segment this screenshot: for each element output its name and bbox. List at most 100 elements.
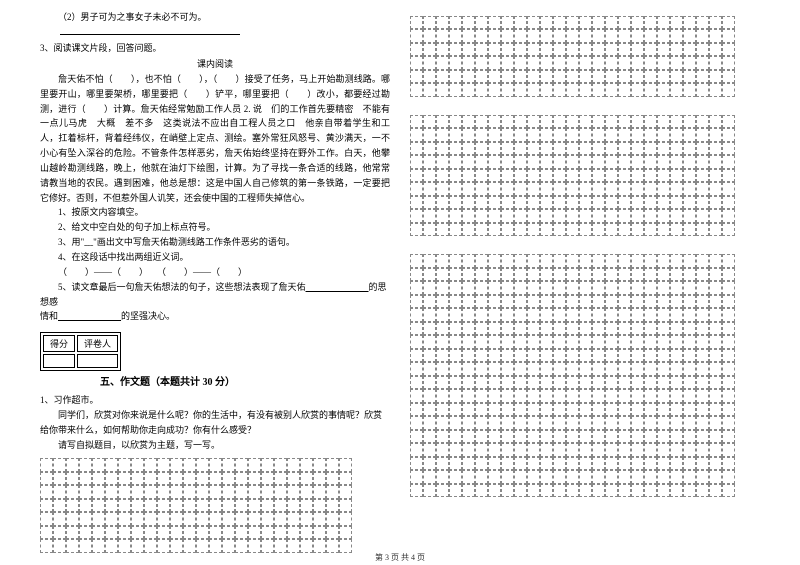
grid-cell bbox=[170, 526, 184, 540]
q3-sub5-blank2 bbox=[58, 311, 121, 321]
grid-row bbox=[410, 471, 770, 485]
grid-cell bbox=[196, 526, 210, 540]
grid-cell bbox=[618, 268, 632, 282]
grid-cell bbox=[579, 16, 593, 30]
grid-cell bbox=[222, 539, 236, 553]
grid-row bbox=[410, 255, 770, 269]
grid-cell bbox=[644, 416, 658, 430]
grid-cell bbox=[475, 484, 489, 498]
grid-cell bbox=[183, 526, 197, 540]
grid-cell bbox=[475, 254, 489, 268]
grid-cell bbox=[274, 472, 288, 486]
grid-row bbox=[40, 499, 390, 513]
grid-cell bbox=[527, 254, 541, 268]
grid-cell bbox=[618, 43, 632, 57]
grid-cell bbox=[579, 223, 593, 237]
grid-cell bbox=[475, 43, 489, 57]
grid-cell bbox=[475, 376, 489, 390]
grid-cell bbox=[235, 512, 249, 526]
q2-item-text: （2）男子可为之事女子未必不可为。 bbox=[40, 10, 390, 25]
grid-cell bbox=[722, 389, 736, 403]
grid-cell bbox=[287, 472, 301, 486]
grid-cell bbox=[423, 470, 437, 484]
grid-cell bbox=[631, 128, 645, 142]
grid-cell bbox=[462, 56, 476, 70]
grid-cell bbox=[670, 56, 684, 70]
grid-cell bbox=[566, 430, 580, 444]
grid-cell bbox=[462, 403, 476, 417]
grid-cell bbox=[696, 335, 710, 349]
grid-cell bbox=[709, 155, 723, 169]
grid-cell bbox=[410, 155, 424, 169]
grid-cell bbox=[449, 430, 463, 444]
grid-cell bbox=[631, 443, 645, 457]
grid-cell bbox=[605, 29, 619, 43]
grid-cell bbox=[410, 281, 424, 295]
grid-cell bbox=[157, 526, 171, 540]
grid-cell bbox=[274, 499, 288, 513]
grid-cell bbox=[475, 209, 489, 223]
grid-cell bbox=[540, 43, 554, 57]
grid-cell bbox=[683, 416, 697, 430]
grid-cell bbox=[579, 83, 593, 97]
grid-cell bbox=[222, 526, 236, 540]
grid-cell bbox=[462, 308, 476, 322]
grid-cell bbox=[53, 512, 67, 526]
grid-cell bbox=[313, 485, 327, 499]
grid-cell bbox=[553, 470, 567, 484]
grid-cell bbox=[449, 16, 463, 30]
grid-cell bbox=[657, 416, 671, 430]
grid-cell bbox=[553, 142, 567, 156]
grid-cell bbox=[423, 223, 437, 237]
grid-cell bbox=[553, 196, 567, 210]
grid-cell bbox=[66, 539, 80, 553]
grid-cell bbox=[657, 403, 671, 417]
grid-cell bbox=[235, 458, 249, 472]
grid-cell bbox=[514, 484, 528, 498]
grid-cell bbox=[514, 169, 528, 183]
grid-cell bbox=[579, 335, 593, 349]
page-container: （2）男子可为之事女子未必不可为。 3、阅读课文片段，回答问题。 课内阅读 詹天… bbox=[0, 0, 800, 540]
grid-cell bbox=[326, 512, 340, 526]
grid-cell bbox=[118, 458, 132, 472]
grid-cell bbox=[423, 376, 437, 390]
grid-cell bbox=[462, 389, 476, 403]
grid-cell bbox=[631, 470, 645, 484]
grid-row bbox=[40, 513, 390, 527]
grid-cell bbox=[670, 43, 684, 57]
grid-cell bbox=[605, 115, 619, 129]
grid-cell bbox=[566, 155, 580, 169]
grid-cell bbox=[709, 335, 723, 349]
grid-cell bbox=[605, 416, 619, 430]
grid-cell bbox=[696, 209, 710, 223]
q3-sub1: 1、按原文内容填空。 bbox=[40, 205, 390, 220]
grid-cell bbox=[605, 268, 619, 282]
grid-cell bbox=[709, 362, 723, 376]
grid-cell bbox=[566, 169, 580, 183]
grid-cell bbox=[514, 362, 528, 376]
grid-cell bbox=[592, 83, 606, 97]
grid-cell bbox=[313, 539, 327, 553]
grid-row bbox=[410, 169, 770, 183]
grid-cell bbox=[566, 389, 580, 403]
grid-cell bbox=[566, 182, 580, 196]
grid-row bbox=[410, 156, 770, 170]
grid-cell bbox=[527, 457, 541, 471]
grid-cell bbox=[553, 16, 567, 30]
grid-cell bbox=[644, 169, 658, 183]
grid-cell bbox=[592, 322, 606, 336]
grid-cell bbox=[709, 56, 723, 70]
grid-cell bbox=[514, 457, 528, 471]
grid-cell bbox=[670, 29, 684, 43]
grid-cell bbox=[709, 484, 723, 498]
grid-cell bbox=[449, 349, 463, 363]
grid-cell bbox=[592, 128, 606, 142]
grid-cell bbox=[722, 376, 736, 390]
grid-cell bbox=[183, 485, 197, 499]
grid-row bbox=[410, 30, 770, 44]
grid-cell bbox=[683, 403, 697, 417]
grid-cell bbox=[566, 470, 580, 484]
grid-cell bbox=[410, 295, 424, 309]
grid-cell bbox=[514, 182, 528, 196]
grid-cell bbox=[53, 458, 67, 472]
